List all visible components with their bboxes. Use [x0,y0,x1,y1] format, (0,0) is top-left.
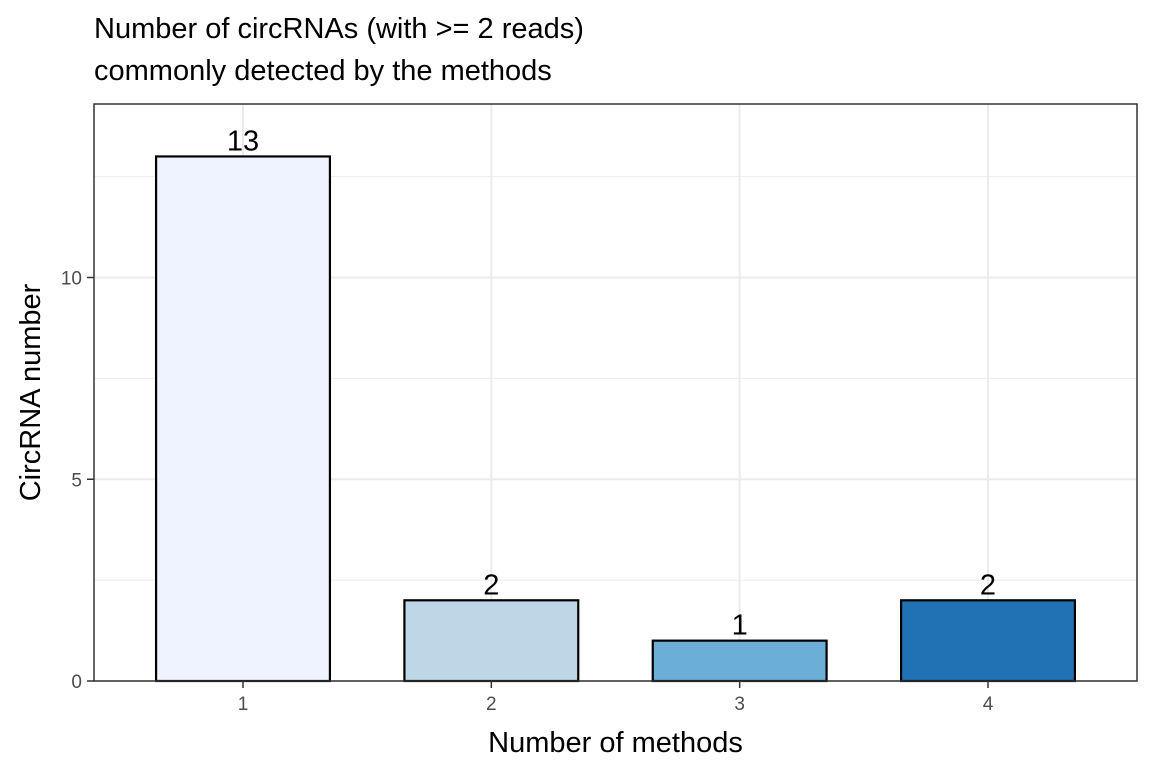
y-tick-label: 5 [71,470,82,491]
chart-title-line-2: commonly detected by the methods [94,55,552,87]
data-label-3: 1 [732,610,748,642]
bar-2 [403,599,580,683]
x-axis-title: Number of methods [488,727,743,759]
bar-3 [651,639,828,683]
y-axis: 0 5 10 [61,269,94,693]
data-label-2: 2 [483,569,499,601]
x-tick-label: 1 [238,694,249,715]
x-tick-label: 2 [486,694,497,715]
data-label-1: 13 [227,125,259,157]
chart-title-line-1: Number of circRNAs (with >= 2 reads) [94,13,584,45]
plot-panel: 13 2 1 2 [93,103,1138,683]
y-tick-label: 0 [71,672,82,693]
bar-1 [154,155,332,683]
panel-border [93,103,1138,682]
bars [154,155,1077,683]
y-tick-label: 10 [61,269,82,290]
data-label-4: 2 [980,569,996,601]
y-axis-title: CircRNA number [15,283,47,501]
data-labels: 13 2 1 2 [227,125,996,641]
x-tick-label: 3 [734,694,745,715]
x-tick-label: 4 [983,694,994,715]
bar-4 [899,599,1077,683]
x-axis: 1 2 3 4 [238,681,994,715]
